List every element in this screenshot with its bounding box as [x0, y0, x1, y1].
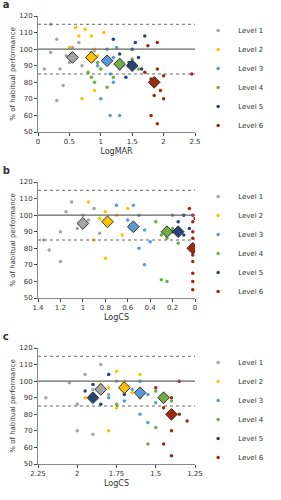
svg-text:Level 5: Level 5 — [238, 435, 263, 443]
svg-text:2: 2 — [161, 138, 165, 146]
svg-text:LogCS: LogCS — [104, 313, 129, 322]
svg-text:70: 70 — [24, 427, 33, 435]
svg-text:50: 50 — [24, 460, 33, 468]
svg-text:110: 110 — [19, 29, 32, 37]
svg-text:1.75: 1.75 — [109, 470, 125, 478]
svg-text:Level 4: Level 4 — [238, 84, 264, 92]
svg-text:2: 2 — [75, 470, 79, 478]
svg-text:b: b — [3, 166, 10, 176]
svg-text:1.25: 1.25 — [187, 470, 203, 478]
svg-text:70: 70 — [24, 95, 33, 103]
svg-text:90: 90 — [24, 228, 33, 236]
svg-text:Level 1: Level 1 — [238, 193, 263, 201]
svg-text:120: 120 — [19, 12, 32, 20]
svg-text:0.5: 0.5 — [64, 138, 75, 146]
svg-text:Level 6: Level 6 — [238, 122, 264, 130]
svg-text:100: 100 — [19, 378, 32, 386]
svg-text:Level 3: Level 3 — [238, 231, 263, 239]
svg-text:LogMAR: LogMAR — [100, 147, 133, 156]
svg-text:0.2: 0.2 — [167, 304, 178, 312]
svg-text:60: 60 — [24, 112, 33, 120]
svg-text:80: 80 — [24, 79, 33, 87]
svg-text:% of habitual performance: % of habitual performance — [9, 193, 17, 286]
svg-text:Level 3: Level 3 — [238, 397, 263, 405]
svg-text:LogCS: LogCS — [104, 479, 129, 488]
svg-text:Level 2: Level 2 — [238, 46, 263, 54]
svg-text:100: 100 — [19, 212, 32, 220]
svg-text:1.2: 1.2 — [55, 304, 66, 312]
svg-text:Level 5: Level 5 — [238, 269, 263, 277]
svg-text:0.8: 0.8 — [100, 304, 111, 312]
svg-text:100: 100 — [19, 46, 32, 54]
svg-text:% of habitual performance: % of habitual performance — [9, 359, 17, 452]
svg-text:Level 6: Level 6 — [238, 288, 264, 296]
svg-text:0.6: 0.6 — [122, 304, 134, 312]
svg-text:Level 3: Level 3 — [238, 65, 263, 73]
svg-text:% of habitual performance: % of habitual performance — [9, 27, 17, 120]
svg-text:1.5: 1.5 — [127, 138, 138, 146]
svg-text:2.5: 2.5 — [189, 138, 200, 146]
svg-text:Level 2: Level 2 — [238, 378, 263, 386]
svg-text:60: 60 — [24, 278, 33, 286]
svg-text:60: 60 — [24, 444, 33, 452]
svg-text:50: 50 — [24, 294, 33, 302]
svg-text:Level 4: Level 4 — [238, 416, 264, 424]
svg-text:Level 1: Level 1 — [238, 359, 263, 367]
svg-text:1: 1 — [81, 304, 85, 312]
svg-text:120: 120 — [19, 178, 32, 186]
svg-text:0: 0 — [36, 138, 40, 146]
svg-text:Level 1: Level 1 — [238, 27, 263, 35]
svg-text:0: 0 — [193, 304, 197, 312]
svg-text:0.4: 0.4 — [145, 304, 157, 312]
svg-text:110: 110 — [19, 195, 32, 203]
svg-text:1.5: 1.5 — [150, 470, 161, 478]
svg-text:110: 110 — [19, 361, 32, 369]
svg-text:80: 80 — [24, 245, 33, 253]
svg-text:Level 2: Level 2 — [238, 212, 263, 220]
svg-text:c: c — [3, 332, 9, 342]
svg-text:90: 90 — [24, 394, 33, 402]
svg-text:70: 70 — [24, 261, 33, 269]
svg-text:80: 80 — [24, 411, 33, 419]
svg-text:Level 6: Level 6 — [238, 454, 264, 462]
svg-text:Level 4: Level 4 — [238, 250, 264, 258]
svg-text:1.4: 1.4 — [32, 304, 44, 312]
svg-text:a: a — [3, 0, 10, 10]
svg-text:90: 90 — [24, 62, 33, 70]
svg-text:1: 1 — [99, 138, 103, 146]
svg-text:2.25: 2.25 — [30, 470, 46, 478]
svg-text:120: 120 — [19, 344, 32, 352]
svg-text:50: 50 — [24, 128, 33, 136]
svg-text:Level 5: Level 5 — [238, 103, 263, 111]
